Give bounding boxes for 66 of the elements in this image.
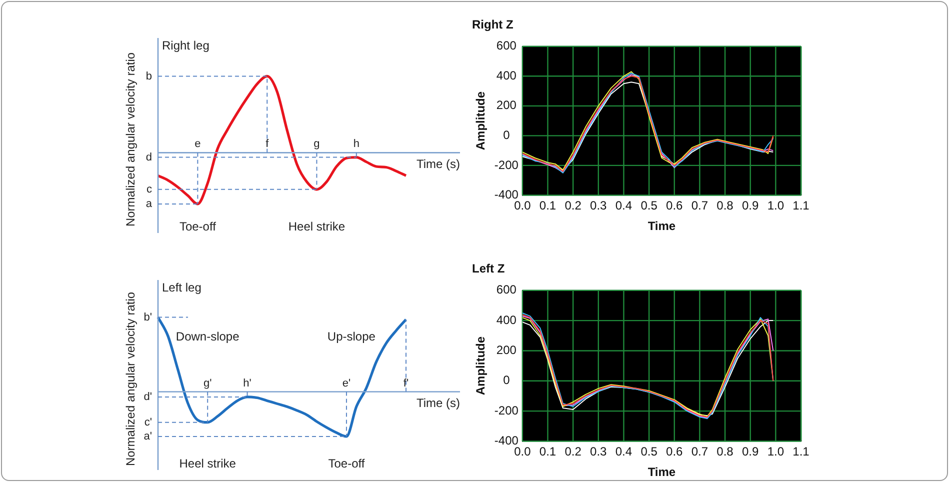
x-axis-title: Time — [648, 465, 676, 480]
annotation: f' — [403, 377, 409, 390]
text: a' — [144, 430, 152, 442]
chart-title: Right Z — [472, 18, 514, 32]
x-tick-label: 0.6 — [666, 444, 684, 459]
x-axis-title: Time (s) — [416, 157, 460, 172]
annotation: g' — [203, 377, 212, 390]
text: c — [146, 183, 152, 196]
x-tick-label: 0.9 — [742, 198, 760, 213]
annotation: e — [194, 138, 201, 150]
y-tick-label: -200 — [494, 403, 519, 418]
x-axis-title: Time — [648, 219, 676, 234]
text: b — [146, 70, 152, 82]
x-tick-label: 0.2 — [564, 444, 582, 459]
y-axis-title: Amplitude — [474, 336, 488, 396]
text: b' — [144, 311, 152, 324]
x-tick-label: 0.4 — [615, 198, 632, 213]
y-tick-label: 200 — [496, 343, 517, 358]
x-tick-label: 0.5 — [640, 444, 658, 459]
y-tick-label: 0 — [503, 128, 510, 142]
x-tick-label: 0.6 — [666, 198, 684, 213]
x-tick-label: 0.4 — [615, 444, 632, 459]
y-axis-title: Normalized angular velocity ratio — [123, 292, 138, 466]
annotation: Toe-off — [179, 219, 217, 234]
y-tick-label: 200 — [496, 98, 517, 112]
x-tick-label: 0.8 — [716, 444, 734, 459]
x-tick-label: 1.0 — [767, 444, 784, 459]
x-tick-label: 1.1 — [792, 198, 810, 213]
x-tick-label: 1.1 — [792, 444, 810, 459]
annotation: e' — [342, 377, 351, 390]
annotation: h — [353, 138, 360, 150]
x-tick-label: 0.9 — [742, 444, 760, 459]
annotation: Down-slope — [176, 329, 240, 344]
annotation: Heel strike — [179, 456, 236, 470]
y-tick-label: 600 — [496, 282, 517, 297]
x-tick-label: 0.7 — [691, 198, 708, 213]
x-tick-label: 0.3 — [590, 444, 608, 459]
chart-title: Left Z — [472, 262, 505, 276]
x-tick-label: 0.8 — [716, 198, 734, 213]
chart-title: Right leg — [162, 38, 210, 52]
y-axis-title: Amplitude — [474, 91, 488, 150]
annotation: h' — [243, 377, 252, 390]
y-axis-title: Normalized angular velocity ratio — [123, 52, 138, 227]
x-tick-label: 0.7 — [691, 444, 708, 459]
chart-title: Left leg — [162, 280, 202, 294]
x-tick-label: 0.2 — [564, 198, 582, 213]
x-tick-label: 1.0 — [767, 198, 784, 213]
annotation: Toe-off — [328, 456, 366, 470]
x-tick-label: 0.3 — [590, 198, 608, 213]
text: c' — [144, 416, 152, 428]
y-tick-label: 600 — [496, 38, 517, 53]
text: d' — [144, 391, 152, 404]
annotation: Up-slope — [327, 329, 376, 344]
y-tick-label: -200 — [494, 158, 519, 172]
annotation: g — [314, 138, 320, 150]
x-axis-title: Time (s) — [416, 396, 460, 410]
x-tick-label: 0.1 — [539, 444, 556, 459]
x-tick-label: 0.5 — [640, 198, 658, 213]
y-tick-label: 0 — [503, 373, 510, 388]
y-tick-label: 400 — [496, 68, 517, 82]
y-tick-label: 400 — [496, 312, 517, 327]
x-tick-label: 0.1 — [539, 198, 556, 213]
annotation: f — [266, 138, 270, 150]
annotation: Heel strike — [288, 219, 346, 234]
text: a — [146, 198, 153, 210]
text: d — [146, 151, 152, 164]
